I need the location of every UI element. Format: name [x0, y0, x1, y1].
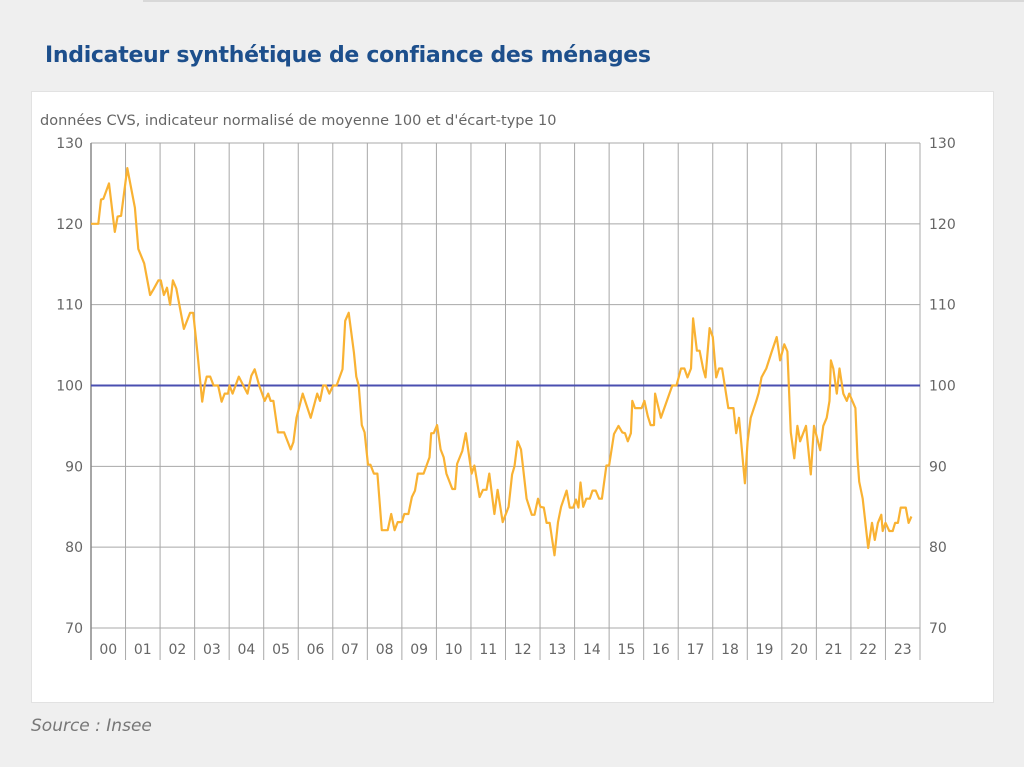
- x-tick-label: 13: [548, 642, 566, 658]
- y-tick-label-left: 70: [65, 621, 83, 637]
- chart-card: [31, 91, 994, 703]
- x-tick-label: 01: [134, 642, 152, 658]
- chart-subtitle: données CVS, indicateur normalisé de moy…: [40, 113, 557, 129]
- x-tick-label: 03: [203, 642, 221, 658]
- x-tick-label: 12: [514, 642, 532, 658]
- x-tick-label: 06: [307, 642, 325, 658]
- x-tick-label: 00: [99, 642, 117, 658]
- x-tick-label: 14: [583, 642, 601, 658]
- x-tick-label: 19: [756, 642, 774, 658]
- top-divider: [143, 0, 1024, 2]
- x-tick-label: 04: [238, 642, 256, 658]
- x-tick-label: 20: [790, 642, 808, 658]
- y-tick-label-right: 130: [929, 136, 956, 152]
- x-tick-label: 07: [341, 642, 359, 658]
- x-tick-label: 21: [825, 642, 843, 658]
- x-tick-label: 09: [410, 642, 428, 658]
- x-tick-label: 17: [687, 642, 705, 658]
- series-line-confidence-indicator: [91, 167, 913, 557]
- x-tick-label: 11: [479, 642, 497, 658]
- x-tick-label: 23: [894, 642, 912, 658]
- x-tick-label: 22: [859, 642, 877, 658]
- y-tick-label-left: 100: [56, 379, 83, 395]
- y-tick-label-right: 80: [929, 540, 947, 556]
- y-tick-label-left: 110: [56, 298, 83, 314]
- x-tick-label: 08: [376, 642, 394, 658]
- x-tick-label: 02: [168, 642, 186, 658]
- x-tick-label: 10: [445, 642, 463, 658]
- y-tick-label-left: 80: [65, 540, 83, 556]
- x-tick-label: 18: [721, 642, 739, 658]
- x-tick-label: 15: [617, 642, 635, 658]
- y-tick-label-left: 120: [56, 217, 83, 233]
- y-tick-label-right: 110: [929, 298, 956, 314]
- y-tick-label-left: 90: [65, 459, 83, 475]
- y-tick-label-right: 90: [929, 459, 947, 475]
- y-tick-label-right: 70: [929, 621, 947, 637]
- page-title: Indicateur synthétique de confiance des …: [45, 43, 651, 68]
- y-tick-label-right: 100: [929, 379, 956, 395]
- y-tick-label-left: 130: [56, 136, 83, 152]
- y-tick-label-right: 120: [929, 217, 956, 233]
- x-tick-label: 05: [272, 642, 290, 658]
- source-note: Source : Insee: [31, 716, 152, 736]
- x-tick-label: 16: [652, 642, 670, 658]
